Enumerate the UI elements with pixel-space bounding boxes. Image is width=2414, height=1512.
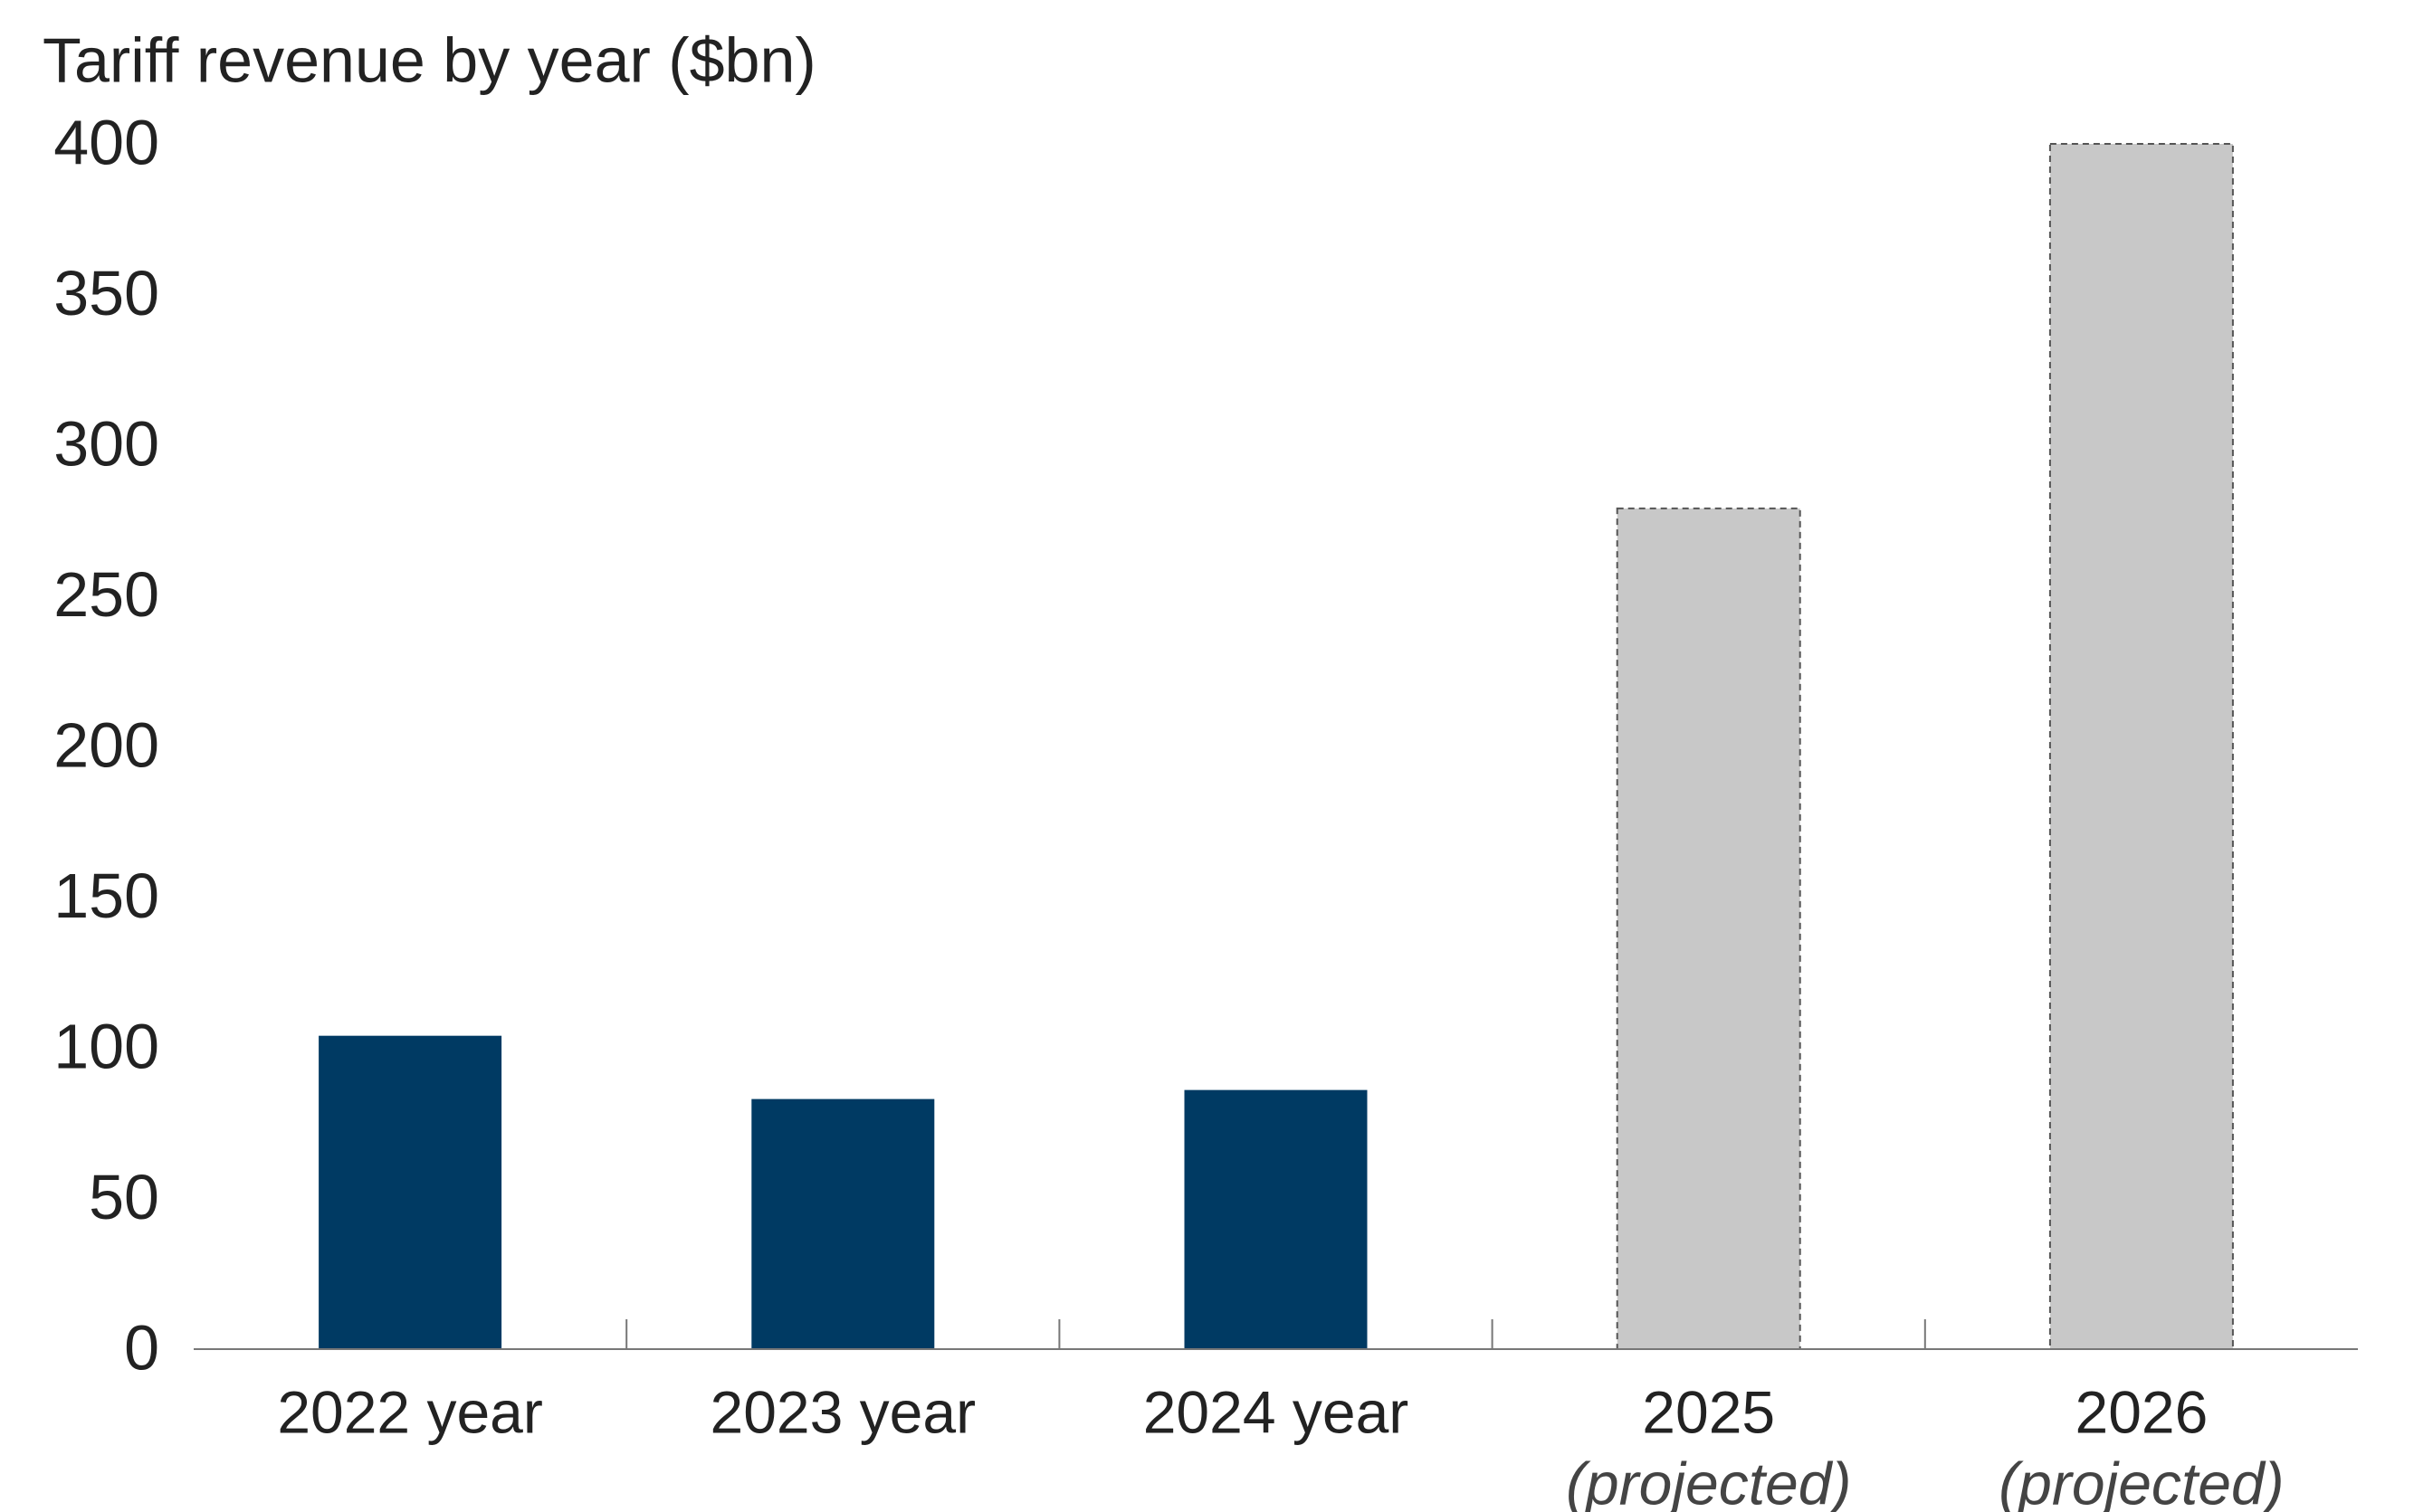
y-tick-label: 350: [53, 258, 159, 328]
x-tick-label: 2022 year: [277, 1378, 543, 1445]
x-tick-label: 2026: [2075, 1378, 2208, 1445]
y-tick-label: 0: [124, 1312, 159, 1383]
y-tick-label: 100: [53, 1011, 159, 1081]
y-tick-label: 400: [53, 107, 159, 177]
bar: [751, 1098, 935, 1349]
y-tick-label: 150: [53, 861, 159, 931]
y-tick-label: 300: [53, 408, 159, 479]
y-tick-label: 50: [89, 1162, 159, 1232]
bar: [1616, 507, 1801, 1350]
bar: [2048, 143, 2234, 1350]
y-tick-label: 250: [53, 559, 159, 630]
x-tick-label: (projected): [1566, 1450, 1851, 1512]
bar: [1184, 1089, 1368, 1349]
bar: [319, 1035, 502, 1349]
x-tick-label: (projected): [1999, 1450, 2284, 1512]
x-tick-label: 2023 year: [711, 1378, 977, 1445]
x-tick-label: 2025: [1642, 1378, 1775, 1445]
chart-title: Tariff revenue by year ($bn): [43, 24, 816, 95]
x-tick-label: 2024 year: [1143, 1378, 1409, 1445]
y-tick-label: 200: [53, 709, 159, 780]
